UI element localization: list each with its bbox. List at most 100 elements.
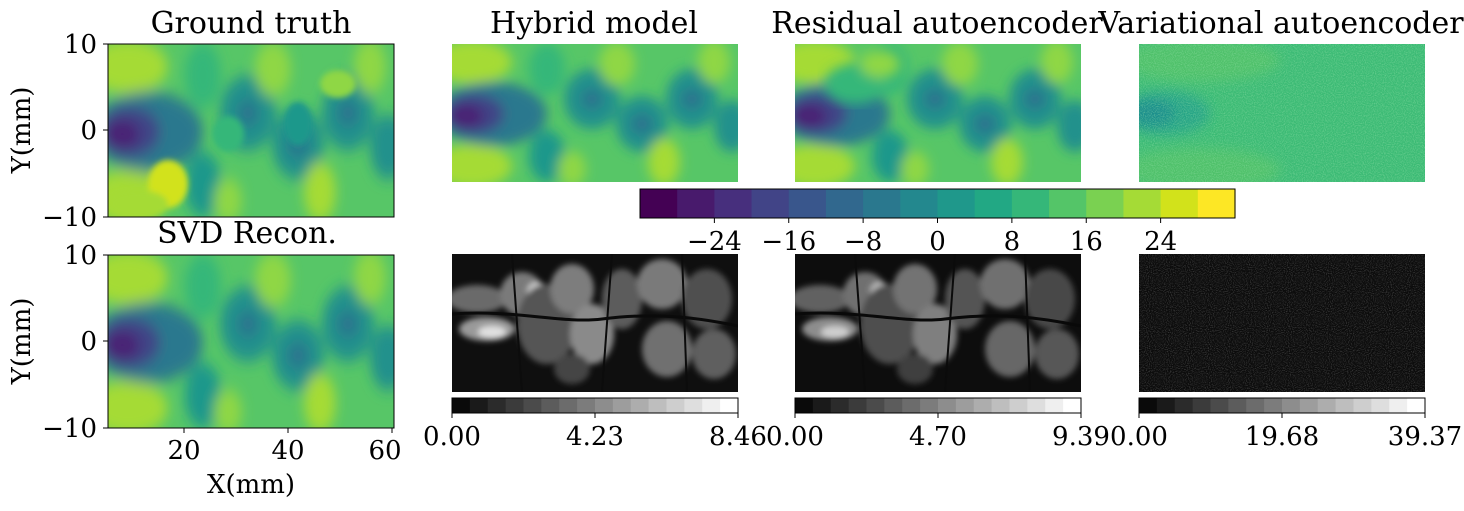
colorbar-tick-label: 8.46: [709, 422, 767, 452]
colorbar-level: [991, 398, 1011, 413]
colorbar-level: [884, 398, 903, 413]
colorbar-level: [677, 189, 715, 218]
colorbar-level: [1264, 398, 1283, 413]
heatmap-variational: [1139, 44, 1425, 182]
heatmap-svd: [88, 250, 406, 436]
colorbar-tick-label: 0.00: [1110, 422, 1168, 452]
colorbar-level: [1197, 189, 1236, 218]
colorbar-level: [788, 189, 827, 218]
colorbar-level: [559, 398, 578, 413]
colorbar-level: [1371, 398, 1390, 413]
heatmap-hybrid: [432, 40, 750, 188]
colorbar-level: [648, 398, 668, 413]
colorbar-tick-label: 19.68: [1245, 422, 1319, 452]
colorbar-level: [1407, 398, 1426, 413]
colorbar-tick-label: 9.39: [1052, 422, 1110, 452]
colorbar-level: [1139, 398, 1158, 413]
field-colorbar: [640, 189, 1236, 218]
heatmap-ground-truth: [88, 39, 406, 217]
colorbar-level: [1335, 398, 1355, 413]
colorbar-tick-label: 16: [1070, 227, 1103, 257]
colorbar-level: [1282, 398, 1301, 413]
colorbar-level: [1246, 398, 1265, 413]
colorbar-level: [640, 189, 678, 218]
colorbar-level: [1086, 189, 1125, 218]
colorbar-level: [900, 189, 939, 218]
colorbar-level: [1156, 398, 1176, 413]
heatmap-residual: [775, 40, 1093, 188]
colorbar-tick-label: 0.00: [423, 422, 481, 452]
colorbar-level: [848, 398, 868, 413]
colorbar-level: [1009, 398, 1028, 413]
colorbar-level: [825, 189, 864, 218]
colorbar-level: [973, 398, 993, 413]
colorbar-level: [1049, 189, 1087, 218]
colorbar-level: [1123, 189, 1162, 218]
colorbar-level: [720, 398, 739, 413]
heatmap-hybrid-error: [447, 254, 738, 392]
heatmap-residual-error: [795, 254, 1081, 392]
ytick-label: 10: [64, 241, 97, 271]
colorbar-level: [702, 398, 721, 413]
colorbar-level: [684, 398, 703, 413]
title-svd: SVD Recon.: [157, 216, 337, 251]
xlabel: X(mm): [207, 470, 295, 500]
ytick-svd-m10: −10: [42, 414, 108, 444]
colorbar-level: [866, 398, 885, 413]
title-ground-truth: Ground truth: [151, 6, 352, 41]
ytick-svd-10: 10: [64, 241, 108, 271]
colorbar-tick-label: 24: [1144, 227, 1177, 257]
title-variational: Variational autoencoder: [1097, 6, 1464, 41]
variational-error-colorbar: 0.00 19.68 39.37: [1110, 397, 1462, 452]
colorbar-level: [523, 398, 542, 413]
colorbar-level: [1027, 398, 1046, 413]
colorbar-level: [938, 398, 957, 413]
colorbar-level: [1389, 398, 1408, 413]
colorbar-level: [1299, 398, 1319, 413]
ytick-label: 0: [80, 327, 97, 357]
colorbar-tick-label: 0.00: [766, 422, 824, 452]
residual-error-colorbar: 0.00 4.70 9.39: [766, 397, 1110, 452]
xtick-60: 60: [368, 428, 402, 466]
colorbar-level: [812, 398, 832, 413]
colorbar-level: [830, 398, 850, 413]
colorbar-tick-label: 8: [1004, 227, 1021, 257]
heatmap-variational-error: [1139, 254, 1425, 392]
colorbar-level: [955, 398, 975, 413]
colorbar-tick-label: −8: [844, 227, 882, 257]
ylabel-bottom: Y(mm): [7, 298, 37, 386]
ylabel-top: Y(mm): [7, 87, 37, 175]
colorbar-level: [469, 398, 489, 413]
field-colorbar-ticks: −24 −16 −8 0 8 16 24: [687, 218, 1177, 257]
ytick-label: 10: [64, 30, 97, 60]
title-hybrid: Hybrid model: [490, 6, 698, 41]
colorbar-tick-label: 4.23: [566, 422, 624, 452]
colorbar-level: [795, 398, 814, 413]
colorbar-level: [630, 398, 650, 413]
ytick-gt-0: 0: [80, 116, 108, 146]
colorbar-level: [612, 398, 632, 413]
colorbar-level: [902, 398, 921, 413]
ytick-label: 0: [80, 116, 97, 146]
colorbar-level: [505, 398, 525, 413]
colorbar-level: [1045, 398, 1064, 413]
colorbar-level: [863, 189, 901, 218]
hybrid-error-colorbar: 0.00 4.23 8.46: [423, 397, 767, 452]
colorbar-level: [452, 398, 471, 413]
colorbar-tick-label: −16: [761, 227, 816, 257]
colorbar-tick-label: −24: [687, 227, 742, 257]
colorbar-level: [1192, 398, 1212, 413]
xtick-label: 40: [271, 436, 304, 466]
ytick-svd-0: 0: [80, 327, 108, 357]
colorbar-level: [577, 398, 596, 413]
colorbar-level: [1317, 398, 1337, 413]
colorbar-level: [751, 189, 790, 218]
colorbar-level: [1174, 398, 1194, 413]
colorbar-tick-label: 0: [929, 227, 946, 257]
ytick-label: −10: [42, 203, 97, 233]
title-residual: Residual autoencoder: [771, 6, 1103, 41]
colorbar-level: [1210, 398, 1229, 413]
colorbar-level: [1353, 398, 1372, 413]
xtick-40: 40: [271, 428, 305, 466]
